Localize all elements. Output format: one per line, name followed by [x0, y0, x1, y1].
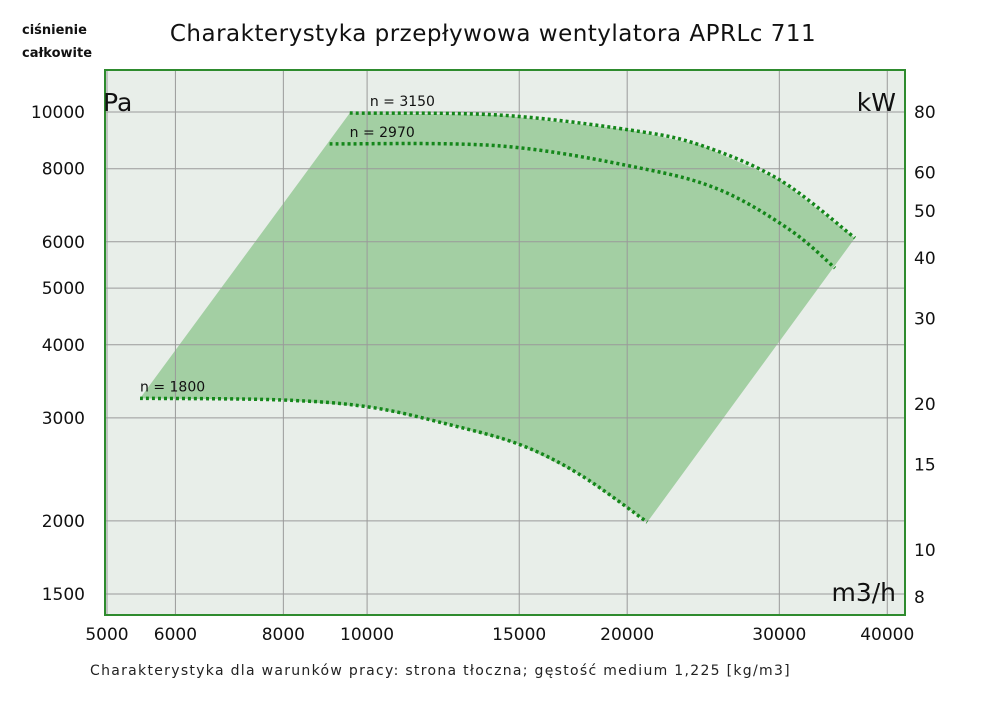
curve-label: n = 3150 — [370, 94, 435, 110]
x-tick-label: 5000 — [85, 625, 128, 645]
y-tick-label: 8000 — [42, 160, 85, 180]
x-tick-label: 30000 — [752, 625, 806, 645]
speed-curve-1 — [329, 141, 837, 270]
y-axis-label-line2: całkowite — [22, 46, 92, 61]
y-tick-label: 10000 — [31, 103, 85, 123]
x-tick-label: 10000 — [340, 625, 394, 645]
x-tick-label: 40000 — [860, 625, 914, 645]
curve-label: n = 1800 — [140, 379, 205, 395]
y-axis-label-line1: ciśnienie — [22, 23, 87, 38]
x-unit-label: m3/h — [831, 578, 896, 607]
y-tick-label: 5000 — [42, 279, 85, 299]
y2-tick-label: 10 — [914, 541, 936, 561]
y2-unit-label: kW — [857, 88, 896, 117]
chart-title: Charakterystyka przepływowa wentylatora … — [170, 21, 816, 47]
y2-tick-label: 60 — [914, 164, 936, 184]
x-tick-label: 20000 — [600, 625, 654, 645]
y-tick-label: 3000 — [42, 409, 85, 429]
y2-tick-label: 20 — [914, 395, 936, 415]
y2-tick-label: 8 — [914, 588, 925, 608]
x-tick-label: 8000 — [262, 625, 305, 645]
curve-label: n = 2970 — [350, 125, 415, 141]
x-tick-label: 15000 — [492, 625, 546, 645]
y-tick-label: 1500 — [42, 585, 85, 605]
y2-tick-label: 30 — [914, 310, 936, 330]
plot-area — [104, 69, 906, 616]
plot-border — [104, 69, 906, 616]
y-tick-label: 6000 — [42, 233, 85, 253]
y-unit-label: Pa — [103, 88, 132, 117]
y2-tick-label: 80 — [914, 103, 936, 123]
y2-tick-label: 50 — [914, 202, 936, 222]
operating-region — [140, 113, 855, 523]
speed-curve-2 — [140, 396, 649, 524]
y-tick-label: 2000 — [42, 512, 85, 532]
footnote: Charakterystyka dla warunków pracy: stro… — [90, 663, 791, 679]
y-tick-label: 4000 — [42, 336, 85, 356]
speed-curve-0 — [349, 111, 857, 240]
y2-tick-label: 40 — [914, 249, 936, 269]
x-tick-label: 6000 — [154, 625, 197, 645]
y2-tick-label: 15 — [914, 456, 936, 476]
